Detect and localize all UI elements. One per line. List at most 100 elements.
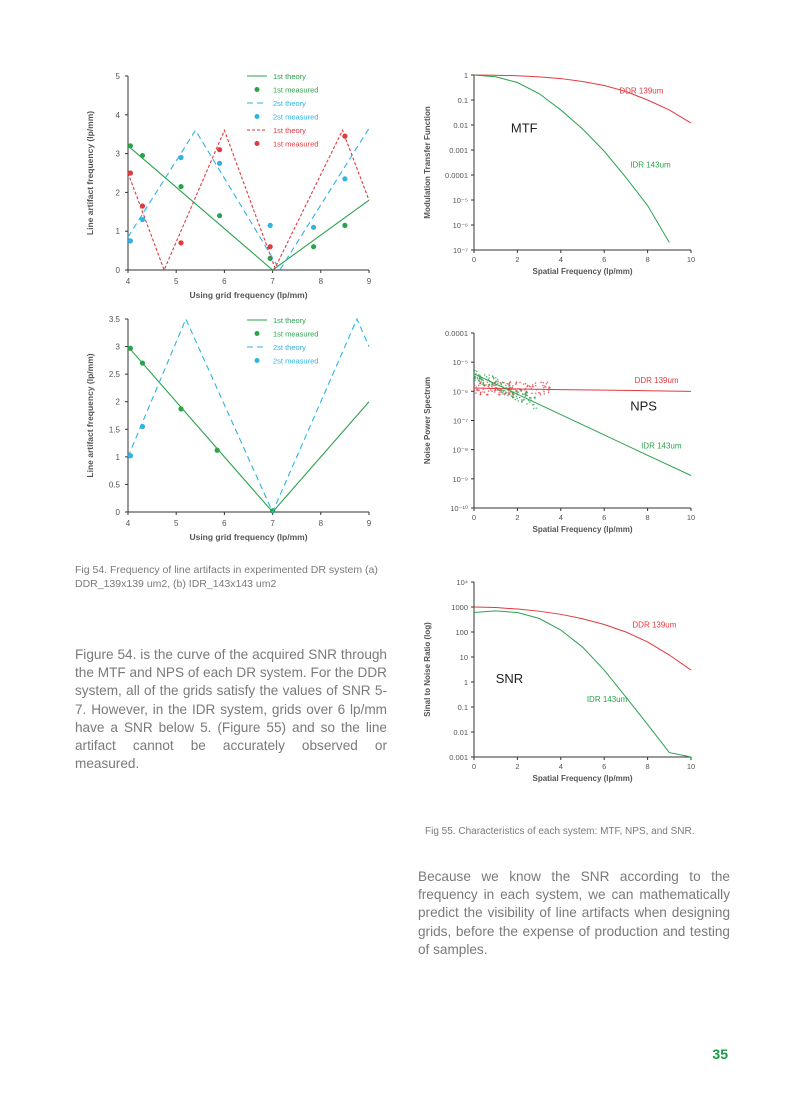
data-point [178,406,184,412]
data-point [216,147,223,153]
noise-sample-point [543,386,545,389]
noise-sample-point [478,373,480,376]
x-axis-label: Spatial Frequency (lp/mm) [532,774,632,783]
y-tick-label: 10 [460,653,468,662]
data-point [139,152,146,159]
chart-mtf: 0 2 4 6 8 10 1 0.1 0.01 0.001 0.0001 10⁻⁵ 10⁻⁶ 10⁻⁷ Sp… [423,71,695,276]
noise-sample-point [534,396,536,399]
noise-sample-point [500,383,502,385]
noise-sample-point [531,392,533,395]
legend-point-swatch [254,114,260,119]
data-point [127,170,134,176]
noise-sample-point [548,386,550,388]
noise-sample-point [492,383,494,385]
y-tick-label: 10⁻¹⁰ [450,504,468,513]
noise-sample-point [487,390,490,392]
noise-sample-point [480,381,482,383]
noise-sample-point [534,392,537,395]
y-tick-label: 10⁻⁵ [453,358,468,367]
noise-sample-point [509,381,512,383]
noise-sample-point [511,386,514,389]
noise-sample-point [545,386,547,388]
noise-sample-point [504,384,507,387]
noise-sample-point [511,396,514,398]
noise-sample-point [532,403,535,406]
noise-sample-point [516,390,518,393]
chart-snr: 0 2 4 6 8 10 0.001 0.01 0.1 1 10 100 1000 10⁴ Spatial … [423,578,695,783]
noise-sample-point [545,382,548,385]
noise-sample-point [519,381,521,384]
noise-sample-point [481,379,483,381]
x-tick-label: 0 [472,762,476,771]
noise-sample-point [490,389,492,391]
noise-sample-point [475,370,478,373]
figure-54-caption: Fig 54. Frequency of line artifacts in e… [75,564,378,590]
noise-sample-point [483,384,486,387]
x-axis-label: Using grid frequency (lp/mm) [189,290,307,300]
noise-sample-point [499,388,502,391]
y-tick-label: 3 [116,343,121,352]
noise-sample-point [521,399,523,401]
y-tick-label: 0.1 [458,703,468,712]
noise-sample-point [494,384,496,386]
noise-sample-point [526,403,528,405]
x-axis-label: Using grid frequency (lp/mm) [189,532,307,542]
noise-sample-point [524,395,527,398]
x-tick-label: 6 [602,513,606,522]
chart-line-artifact-idr: 4 5 6 7 8 9 0 0.5 1 1.5 2 2.5 3 3.5 Using grid frequen… [85,315,372,542]
data-point [216,160,223,166]
series-line [473,610,692,758]
x-tick-label: 4 [126,277,131,286]
noise-sample-point [483,374,486,376]
noise-sample-point [485,375,488,378]
series-line [473,373,692,476]
noise-sample-point [482,381,485,384]
noise-sample-point [491,390,493,392]
y-tick-label: 0.01 [453,728,468,737]
data-point [139,423,146,430]
noise-sample-point [496,378,499,381]
y-axis-label: Line artifact frequency (lp/mm) [85,111,95,235]
legend-label: 1st theory [273,126,306,135]
noise-sample-point [475,389,478,391]
noise-sample-point [473,384,476,386]
noise-sample-point [538,391,540,394]
noise-sample-point [526,391,528,394]
noise-sample-point [517,391,520,393]
noise-sample-point [502,389,505,392]
x-tick-label: 7 [270,519,275,528]
y-tick-label: 1.5 [109,425,121,434]
noise-sample-point [543,390,545,393]
noise-sample-point [522,383,525,385]
body-paragraph-2: Because we know the SNR according to the… [418,869,730,957]
x-tick-label: 4 [126,519,131,528]
series-line [127,317,370,514]
x-tick-label: 4 [559,762,563,771]
x-tick-label: 2 [515,255,519,264]
noise-sample-point [514,398,516,401]
x-tick-label: 8 [319,277,324,286]
noise-sample-point [525,394,528,397]
y-tick-label: 10⁻⁶ [453,387,468,396]
x-tick-label: 9 [367,277,372,286]
noise-sample-point [513,396,515,398]
x-tick-label: 7 [270,277,275,286]
x-tick-label: 8 [646,513,650,522]
x-tick-label: 10 [687,255,695,264]
x-tick-label: 10 [687,513,695,522]
data-point [178,183,184,190]
noise-sample-point [475,392,477,394]
noise-sample-point [547,390,550,392]
noise-sample-point [543,392,546,395]
noise-sample-point [482,391,484,393]
series-line [473,606,692,671]
y-tick-label: 1 [116,227,121,236]
data-point [342,133,348,139]
chart-nps: 0 2 4 6 8 10 0.0001 10⁻⁵ 10⁻⁶ 10⁻⁷ 10⁻⁸ 10⁻⁹ 10⁻¹⁰ Sp… [423,329,695,534]
noise-sample-point [504,392,506,395]
noise-sample-point [479,393,482,395]
noise-sample-point [515,381,518,383]
series-line [473,74,692,124]
noise-sample-point [524,393,526,396]
series-label: IDR 143um [587,695,628,704]
